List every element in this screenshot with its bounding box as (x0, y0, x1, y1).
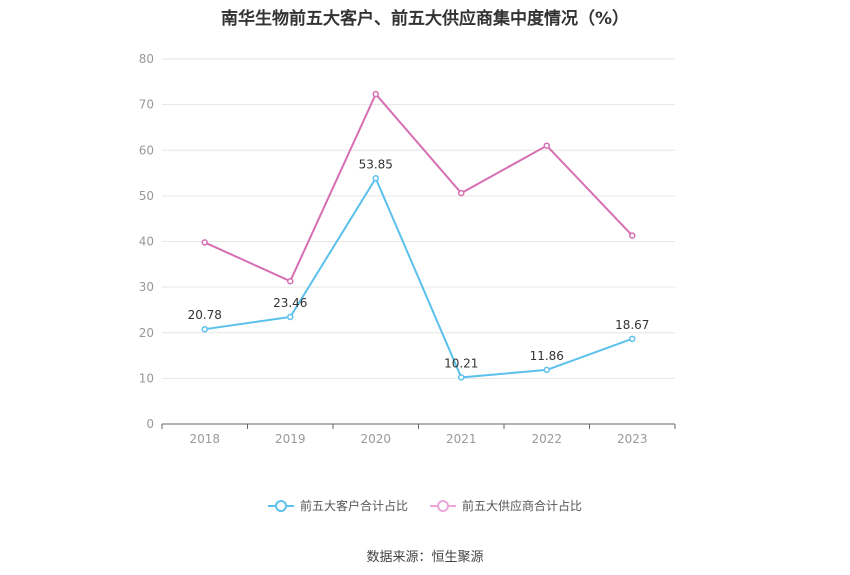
y-tick-label-70: 70 (139, 98, 154, 112)
y-tick-label-60: 60 (139, 143, 154, 157)
x-tick-label-2021: 2021 (446, 432, 477, 446)
data-label-customers-2023: 18.67 (615, 318, 649, 332)
data-point-customers-2019 (287, 313, 294, 321)
y-tick-label-20: 20 (139, 326, 154, 340)
line-chart: 0 10 20 30 40 50 60 70 80 2018 2019 2020 2021 2022 202… (139, 52, 676, 446)
x-tick-label-2020: 2020 (360, 432, 391, 446)
y-tick-label-0: 0 (146, 417, 154, 431)
legend-suppliers-marker-icon (430, 499, 456, 512)
data-point-suppliers-2022 (543, 142, 550, 149)
chart-title: 南华生物前五大客户、前五大供应商集中度情况（%） (220, 9, 630, 29)
data-point-customers-2020 (372, 175, 379, 182)
data-point-suppliers-2021 (458, 189, 465, 197)
data-point-suppliers-2019 (287, 277, 294, 285)
legend-item-customers[interactable]: 前五大客户合计占比 (267, 497, 408, 514)
y-tick-label-30: 30 (139, 280, 154, 294)
series-line-suppliers (204, 92, 633, 283)
data-label-customers-2018: 20.78 (188, 308, 222, 322)
data-label-customers-2021: 10.21 (444, 356, 478, 370)
data-label-customers-2020: 53.85 (359, 157, 393, 171)
legend-customers-label: 前五大客户合计占比 (299, 499, 408, 513)
data-source-note: 数据来源：恒生聚源 (366, 550, 484, 565)
y-tick-label-50: 50 (139, 189, 154, 203)
series-line-customers (204, 176, 633, 379)
data-label-customers-2019: 23.46 (273, 296, 307, 310)
x-tick-label-2023: 2023 (617, 432, 648, 446)
legend-item-suppliers[interactable]: 前五大供应商合计占比 (430, 497, 582, 514)
data-point-customers-2021 (458, 374, 465, 381)
x-tick-label-2019: 2019 (275, 432, 306, 446)
y-tick-label-10: 10 (139, 371, 154, 385)
data-point-suppliers-2023 (629, 232, 636, 239)
x-tick-label-2018: 2018 (189, 432, 220, 446)
legend-customers-marker-icon (267, 499, 294, 512)
data-label-customers-2022: 11.86 (530, 349, 564, 363)
data-point-suppliers-2018 (201, 239, 208, 246)
legend: 前五大客户合计占比 前五大供应商合计占比 (0, 497, 850, 514)
data-point-customers-2018 (201, 325, 208, 333)
legend-suppliers-label: 前五大供应商合计占比 (462, 499, 583, 513)
y-tick-label-40: 40 (139, 235, 154, 249)
y-tick-label-80: 80 (139, 52, 154, 66)
data-point-suppliers-2020 (372, 90, 379, 98)
x-tick-label-2022: 2022 (531, 432, 562, 446)
data-point-customers-2023 (629, 335, 636, 343)
data-point-customers-2022 (543, 366, 550, 374)
